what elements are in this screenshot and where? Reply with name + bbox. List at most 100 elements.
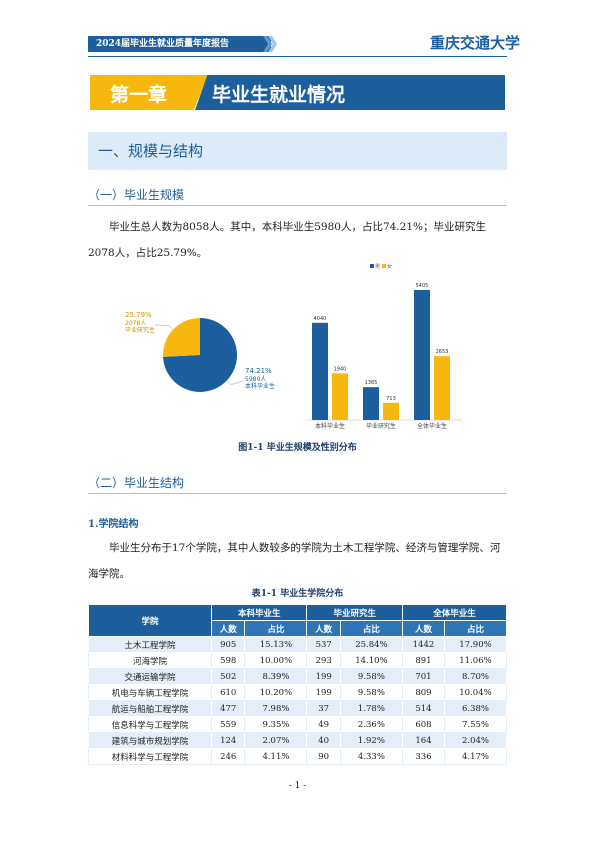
table-cell: 6.38%	[443, 700, 508, 717]
table-cell: 199	[306, 684, 341, 701]
subsection-rule	[88, 493, 507, 494]
pie-value-label: 74.21%	[245, 367, 272, 375]
table-caption: 表1-1 毕业生学院分布	[251, 589, 344, 599]
chapter-title: 毕业生就业情况	[212, 84, 346, 106]
table-row: 信息科学与工程学院 559 9.35% 49 2.36% 608 7.55%	[88, 716, 508, 733]
table-cell: 477	[210, 700, 246, 717]
table-cell: 航运与船舶工程学院	[88, 700, 212, 717]
table-cell: 人数	[306, 620, 341, 637]
table-cell: 2.36%	[339, 716, 403, 733]
table-cell: 14.10%	[339, 652, 403, 669]
table-cell: 1.92%	[339, 732, 403, 749]
pie-count-label: 5980人	[245, 376, 266, 383]
category-label: 全体毕业生	[417, 422, 447, 430]
table-cell: 124	[210, 732, 246, 749]
table-cell: 信息科学与工程学院	[88, 716, 212, 733]
pie-slice	[163, 318, 237, 392]
table-row: 河海学院 598 10.00% 293 14.10% 891 11.06%	[88, 652, 508, 669]
pie-value-label: 25.79%	[125, 311, 152, 319]
bar-value-label: 1940	[334, 366, 347, 372]
table-cell: 40	[306, 732, 341, 749]
table-cell: 占比	[443, 620, 508, 637]
pie-name-label: 毕业研究生	[125, 326, 155, 334]
table-row: 材料科学与工程学院 246 4.11% 90 4.33% 336 4.17%	[88, 748, 508, 765]
bar	[332, 373, 348, 420]
table-cell: 占比	[339, 620, 403, 637]
table-cell: 90	[306, 748, 341, 765]
table-cell: 608	[401, 716, 445, 733]
logo-text: 重庆交通大学	[430, 34, 521, 52]
table-cell: 毕业研究生	[306, 604, 403, 621]
bar	[312, 322, 328, 420]
table-header-row: 学院 本科毕业生 毕业研究生 全体毕业生	[88, 604, 508, 637]
table: 学院 本科毕业生 毕业研究生 全体毕业生 人数 占比 人数 占比 人数 占比 土木工程学院 905 15…	[88, 604, 508, 765]
table-cell: 2.07%	[244, 732, 308, 749]
table-row: 航运与船舶工程学院 477 7.98% 37 1.78% 514 6.38%	[88, 700, 508, 717]
table-cell: 10.04%	[443, 684, 508, 701]
category-label: 本科毕业生	[315, 422, 345, 430]
table-cell: 514	[401, 700, 445, 717]
table-cell: 机电与车辆工程学院	[88, 684, 212, 701]
table-cell: 学院	[88, 604, 212, 637]
table-cell: 2.04%	[443, 732, 508, 749]
chapter-band	[195, 75, 505, 110]
table-cell: 土木工程学院	[88, 636, 212, 653]
legend-swatch	[370, 264, 374, 268]
table-cell: 9.35%	[244, 716, 308, 733]
table-cell: 293	[306, 652, 341, 669]
table-cell: 本科毕业生	[210, 604, 308, 621]
section-heading: 一、规模与结构	[88, 132, 507, 170]
table-cell: 891	[401, 652, 445, 669]
subsection-rule	[88, 205, 507, 206]
table-header-row: 人数 占比 人数 占比 人数 占比	[89, 620, 508, 637]
bar	[383, 402, 399, 420]
table-cell: 701	[401, 668, 445, 685]
table-cell: 49	[306, 716, 341, 733]
table-cell: 人数	[401, 620, 445, 637]
paragraph: 毕业生总人数为8058人。其中，本科毕业生5980人，占比74.21%；毕业研究…	[88, 221, 486, 259]
table-cell: 1442	[401, 636, 445, 653]
bar	[414, 290, 430, 420]
table-row: 交通运输学院 502 8.39% 199 9.58% 701 8.70%	[88, 668, 508, 685]
table-cell: 559	[210, 716, 246, 733]
table-cell: 10.20%	[244, 684, 308, 701]
table-cell: 7.55%	[443, 716, 508, 733]
pie-name-label: 本科毕业生	[245, 382, 275, 390]
subheading: 1.学院结构	[88, 519, 139, 530]
table-cell: 17.90%	[443, 636, 508, 653]
table-cell: 材料科学与工程学院	[88, 748, 212, 765]
pie-count-label: 2078人	[125, 320, 146, 327]
table-cell: 809	[401, 684, 445, 701]
table-cell: 4.17%	[443, 748, 508, 765]
table-cell: 10.00%	[244, 652, 308, 669]
table-cell: 164	[401, 732, 445, 749]
table-cell: 537	[306, 636, 341, 653]
table-cell: 全体毕业生	[401, 604, 508, 621]
table-cell: 8.70%	[443, 668, 508, 685]
leader-line	[154, 324, 174, 330]
report-title: 2024届毕业生就业质量年度报告	[88, 36, 271, 52]
table-row: 土木工程学院 905 15.13% 537 25.84% 1442 17.90%	[88, 636, 508, 653]
table-row: 机电与车辆工程学院 610 10.20% 199 9.58% 809 10.04%	[88, 684, 508, 701]
table-cell: 11.06%	[443, 652, 508, 669]
bar-value-label: 4040	[314, 316, 327, 322]
table-cell: 336	[401, 748, 445, 765]
bar-value-label: 2653	[436, 349, 449, 355]
chapter-number: 第一章	[110, 84, 168, 106]
chapter-tab	[90, 75, 208, 110]
table-cell: 8.39%	[244, 668, 308, 685]
table-cell: 9.58%	[339, 668, 403, 685]
subsection-heading: （一）毕业生规模	[88, 188, 185, 202]
legend-label: 男	[375, 264, 380, 270]
bar-value-label: 713	[386, 396, 396, 402]
table-cell: 25.84%	[339, 636, 403, 653]
table-cell: 4.33%	[339, 748, 403, 765]
table-cell: 占比	[244, 620, 308, 637]
table-cell: 人数	[210, 620, 246, 637]
page-number: - 1 -	[288, 781, 307, 791]
table-cell: 河海学院	[88, 652, 212, 669]
table-cell: 37	[306, 700, 341, 717]
bar-value-label: 5405	[416, 283, 429, 289]
